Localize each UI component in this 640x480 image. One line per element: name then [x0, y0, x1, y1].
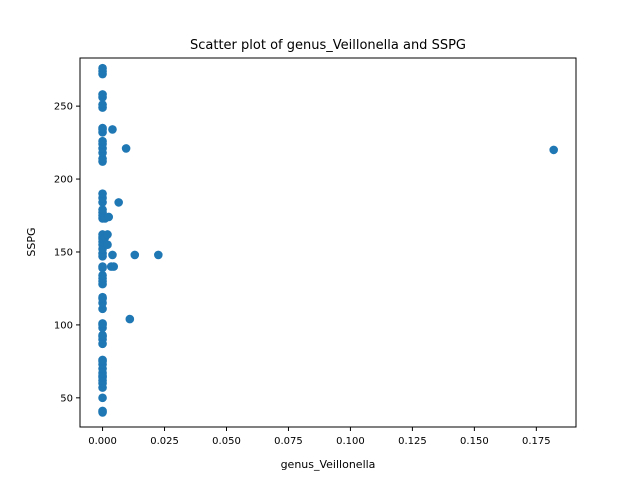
x-axis-ticks: 0.000 0.025 0.050 0.075 0.100 0.125 0.150 0.175 — [88, 427, 551, 447]
y-tick-label: 200 — [54, 175, 73, 186]
data-point — [98, 271, 107, 280]
y-axis-label: SSPG — [25, 227, 38, 256]
data-point — [98, 63, 107, 73]
y-tick-label: 100 — [54, 320, 73, 331]
data-point — [103, 240, 112, 249]
y-axis-ticks: 50 100 150 200 250 — [54, 102, 80, 404]
data-point — [98, 189, 107, 198]
y-tick-label: 250 — [54, 102, 73, 113]
data-point — [98, 205, 107, 214]
data-point — [108, 125, 117, 134]
x-tick-label: 0.025 — [150, 436, 179, 447]
x-tick-label: 0.100 — [336, 436, 365, 447]
chart-title: Scatter plot of genus_Veillonella and SS… — [190, 38, 466, 53]
x-tick-label: 0.175 — [522, 436, 551, 447]
data-point — [130, 250, 140, 260]
y-tick-label: 50 — [60, 393, 73, 404]
data-point — [98, 292, 107, 302]
data-point — [103, 230, 112, 239]
data-point — [125, 314, 135, 324]
data-point — [549, 145, 558, 155]
data-point — [104, 212, 114, 222]
data-point — [98, 393, 107, 403]
x-tick-label: 0.075 — [274, 436, 303, 447]
data-points — [98, 63, 558, 417]
data-point — [98, 406, 107, 416]
data-point — [98, 136, 107, 146]
y-tick-label: 150 — [54, 247, 73, 258]
x-tick-label: 0.150 — [460, 436, 489, 447]
data-point — [98, 330, 107, 340]
data-point — [98, 319, 107, 328]
plot-frame — [79, 57, 577, 428]
data-point — [98, 123, 107, 133]
data-point — [98, 100, 107, 109]
data-point — [154, 250, 163, 260]
x-axis-label: genus_Veillonella — [281, 458, 376, 471]
data-point — [98, 90, 107, 99]
x-tick-label: 0.125 — [398, 436, 427, 447]
data-point — [98, 355, 107, 365]
x-tick-label: 0.000 — [88, 436, 117, 447]
data-point — [98, 262, 107, 271]
data-point — [121, 144, 131, 153]
data-point — [114, 198, 123, 207]
data-point — [109, 262, 119, 271]
data-point — [108, 250, 117, 260]
x-tick-label: 0.050 — [212, 436, 241, 447]
